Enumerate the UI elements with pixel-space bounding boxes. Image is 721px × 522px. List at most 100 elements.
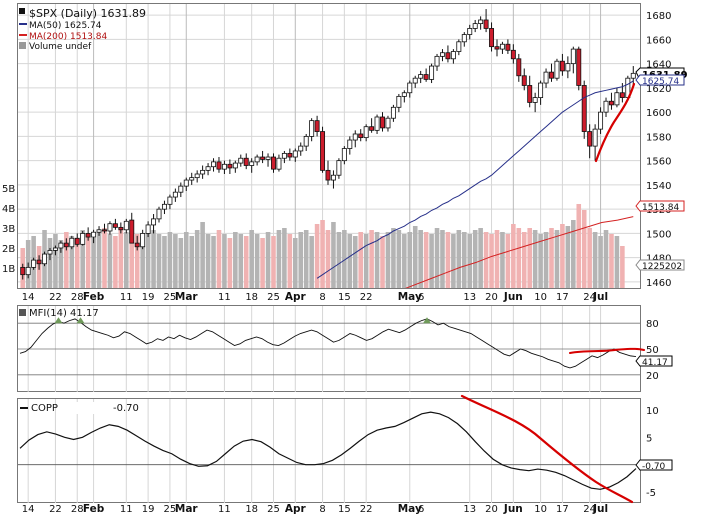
- volume-bar: [456, 230, 462, 288]
- volume-bar: [96, 232, 102, 288]
- candle-body: [167, 196, 173, 205]
- price-trendline: [594, 82, 636, 163]
- candle-body: [112, 223, 118, 228]
- x-day-label: 25: [164, 504, 177, 515]
- candle-body: [467, 28, 473, 35]
- candle-body: [80, 233, 86, 245]
- volume-bar: [129, 226, 135, 288]
- x-day-label: 15: [338, 292, 351, 303]
- x-day-label: 22: [360, 504, 373, 515]
- candle-body: [483, 19, 489, 29]
- candle-body: [265, 156, 271, 160]
- candle-body: [91, 231, 97, 238]
- price-tick-label: 1580: [646, 132, 671, 143]
- volume-bar: [620, 246, 625, 288]
- volume-bar: [472, 230, 478, 288]
- mfi-tick-label: 20: [646, 371, 659, 382]
- candle-body: [407, 82, 413, 94]
- candle-body: [151, 218, 157, 226]
- candle-body: [243, 157, 249, 166]
- candle-body: [47, 250, 53, 255]
- volume-bar: [500, 232, 505, 288]
- volume-bar: [391, 228, 396, 288]
- candle-body: [559, 60, 565, 72]
- volume-bar: [483, 232, 489, 288]
- x-day-label: 14: [22, 504, 35, 515]
- copp-legend-mask: [62, 402, 110, 414]
- copp-line: [19, 411, 637, 490]
- volume-bar: [581, 210, 587, 288]
- volume-bar: [222, 234, 227, 288]
- volume-bar: [249, 230, 254, 288]
- mfi-tick-label: 80: [646, 319, 659, 330]
- candle-body: [494, 46, 500, 50]
- price-tick-label: 1620: [646, 84, 671, 95]
- candle-body: [271, 156, 276, 170]
- volume-bar: [53, 234, 58, 288]
- x-day-label: 22: [49, 504, 62, 515]
- volume-tag: [635, 259, 685, 271]
- candle-body: [554, 60, 560, 79]
- x-day-label: 25: [164, 292, 177, 303]
- candle-body: [194, 173, 200, 179]
- price-legend: $SPX (Daily) 1631.89 MA(50) 1625.74 MA(2…: [19, 7, 146, 52]
- volume-bar: [380, 236, 385, 288]
- x-day-label: 17: [556, 292, 569, 303]
- ma50-line: [316, 80, 634, 279]
- price-tags: 1631.89 1625.74 1513.84 1225202 41.17 -0…: [635, 67, 688, 472]
- candle-body: [69, 237, 75, 248]
- volume-bar: [505, 234, 511, 288]
- copp-series: [18, 402, 640, 490]
- candle-body: [303, 136, 309, 147]
- volume-bar: [352, 236, 358, 288]
- candle-body: [516, 58, 522, 77]
- candle-body: [314, 120, 320, 132]
- volume-bar: [80, 230, 85, 288]
- moving-averages: [316, 80, 634, 288]
- volume-bar: [276, 230, 282, 288]
- spx-legend-text: $SPX (Daily) 1631.89: [29, 7, 146, 20]
- volume-bar: [260, 238, 265, 288]
- x-day-label: 18: [245, 504, 258, 515]
- copp-tick-label: 5: [646, 433, 652, 444]
- price-tick-label: 1480: [646, 254, 671, 265]
- candle-body: [189, 177, 195, 181]
- x-day-label: 15: [338, 504, 351, 515]
- volume-bar: [113, 236, 118, 288]
- mfi-value-tag-text: 41.17: [642, 358, 668, 368]
- price-tick-label: 1660: [646, 35, 671, 46]
- volume-bar: [614, 236, 620, 288]
- x-day-label: 18: [245, 292, 258, 303]
- candle-body: [281, 152, 287, 159]
- x-day-label: 14: [22, 292, 35, 303]
- candle-body: [565, 63, 571, 72]
- ma50-price-tag: [635, 74, 685, 86]
- mfi-peak-marker: [423, 317, 431, 324]
- x-day-label: 8: [319, 504, 325, 515]
- x-day-label: 11: [218, 504, 231, 515]
- volume-bar: [598, 236, 603, 288]
- candle-body: [140, 233, 146, 248]
- candle-body: [85, 233, 91, 238]
- x-month-label: Feb: [83, 503, 105, 515]
- candle-body: [576, 48, 582, 86]
- volume-bar: [320, 220, 325, 288]
- candle-body: [249, 161, 255, 166]
- copp-tick-label: -5: [646, 488, 656, 499]
- volume-bar: [516, 228, 522, 288]
- volume-bar: [325, 230, 331, 288]
- volume-tick-label: 4B: [2, 204, 15, 215]
- candle-body: [96, 229, 102, 233]
- volume-bar: [374, 232, 380, 288]
- volume-bar: [369, 230, 374, 288]
- volume-bar: [565, 226, 571, 288]
- copp-value-tag-text: -0.70: [642, 462, 666, 472]
- volume-bar: [309, 236, 314, 288]
- candle-body: [472, 23, 478, 29]
- candle-body: [461, 34, 467, 43]
- volume-bar: [124, 232, 129, 288]
- candlestick-series: [20, 9, 636, 280]
- x-day-label: 10: [534, 504, 547, 515]
- axis-labels: 1460148015001520154015601580160016201640…: [2, 11, 671, 515]
- volume-bar: [560, 224, 565, 288]
